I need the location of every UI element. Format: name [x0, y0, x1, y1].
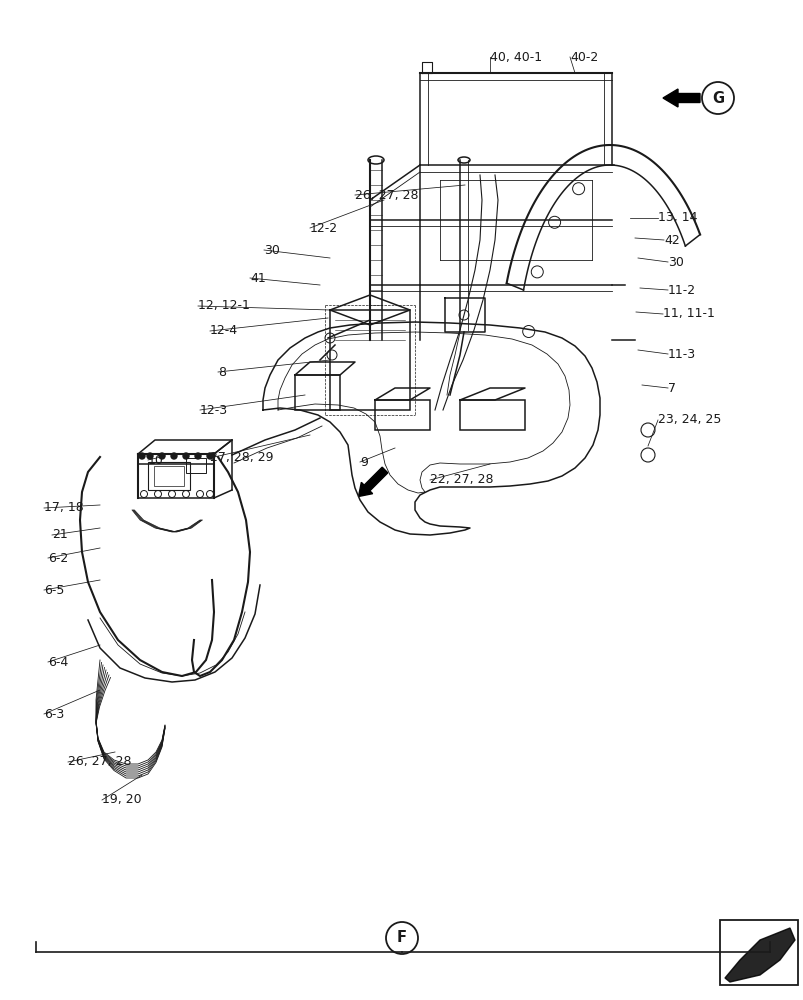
- Text: 11-2: 11-2: [667, 284, 695, 296]
- Text: 12-4: 12-4: [210, 324, 238, 338]
- Text: 12-3: 12-3: [200, 403, 228, 416]
- Bar: [295, 375, 340, 410]
- Text: 12-2: 12-2: [310, 222, 338, 234]
- Text: 30: 30: [263, 243, 279, 256]
- FancyArrow shape: [358, 467, 387, 496]
- Circle shape: [195, 453, 201, 459]
- Circle shape: [183, 453, 189, 459]
- Text: 23, 24, 25: 23, 24, 25: [657, 414, 720, 426]
- Text: 21: 21: [52, 528, 67, 542]
- Text: 26, 27, 28: 26, 27, 28: [68, 756, 132, 768]
- Text: 11, 11-1: 11, 11-1: [662, 308, 714, 320]
- Text: 6-3: 6-3: [44, 708, 64, 720]
- Text: 6-2: 6-2: [48, 552, 68, 564]
- Bar: [374, 400, 430, 430]
- Bar: [329, 310, 410, 410]
- Polygon shape: [724, 928, 794, 982]
- Text: 6-4: 6-4: [48, 656, 68, 668]
- Text: 12, 12-1: 12, 12-1: [198, 300, 250, 312]
- Text: 30: 30: [667, 255, 683, 268]
- Text: G: G: [711, 91, 724, 106]
- Text: 41: 41: [250, 271, 266, 284]
- Text: 17, 18: 17, 18: [44, 502, 84, 514]
- Bar: [185, 458, 206, 473]
- Text: 40-2: 40-2: [569, 51, 597, 64]
- Text: 40, 40-1: 40, 40-1: [489, 51, 541, 64]
- Circle shape: [171, 453, 177, 459]
- Text: 10: 10: [148, 454, 164, 466]
- Circle shape: [147, 453, 153, 459]
- Text: F: F: [397, 930, 406, 945]
- Text: 26, 27, 28: 26, 27, 28: [355, 188, 418, 202]
- Bar: [719, 920, 797, 985]
- Circle shape: [159, 453, 165, 459]
- Bar: [459, 400, 524, 430]
- Bar: [154, 466, 184, 486]
- Text: 11-3: 11-3: [667, 348, 695, 360]
- Text: 27, 28, 29: 27, 28, 29: [210, 452, 273, 464]
- Text: 19, 20: 19, 20: [102, 793, 141, 806]
- Text: 6-5: 6-5: [44, 584, 64, 596]
- Bar: [148, 462, 190, 490]
- Text: 42: 42: [663, 233, 679, 246]
- Text: 8: 8: [218, 365, 226, 378]
- Circle shape: [139, 453, 145, 459]
- Text: 7: 7: [667, 381, 675, 394]
- Text: 9: 9: [360, 456, 368, 468]
- FancyArrow shape: [662, 89, 699, 107]
- Text: 13, 14: 13, 14: [657, 212, 697, 225]
- Text: 22, 27, 28: 22, 27, 28: [430, 474, 493, 487]
- Circle shape: [206, 453, 213, 459]
